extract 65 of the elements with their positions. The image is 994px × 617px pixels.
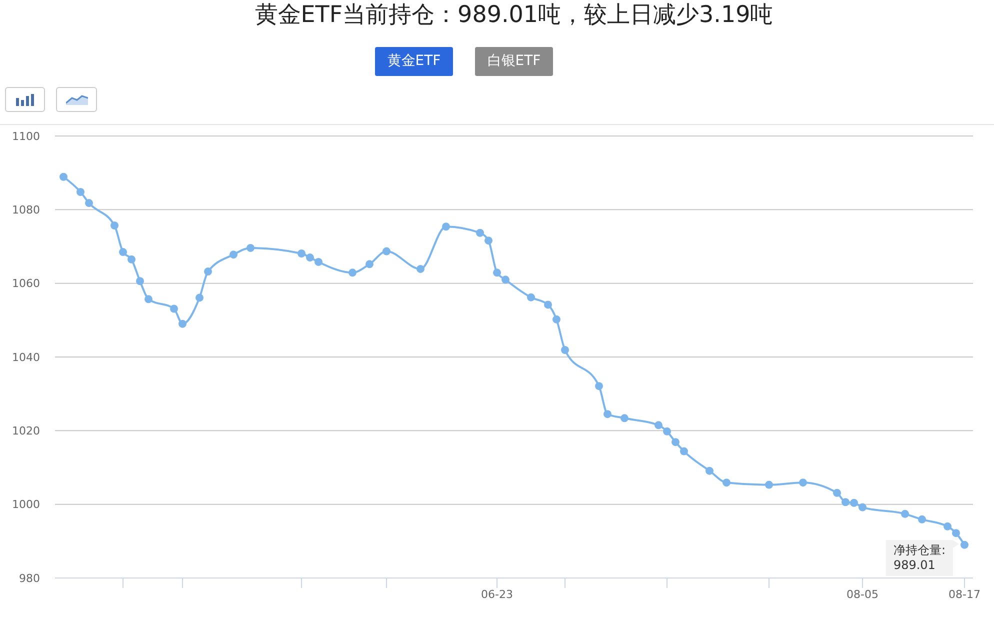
point [416,264,424,273]
point [196,294,204,302]
point [527,293,535,302]
point [833,488,841,497]
point [552,315,560,324]
point [76,188,84,196]
point [604,410,612,418]
x-tick-label: 08-17 [948,588,980,601]
point [178,320,186,328]
point [722,478,730,487]
point [944,522,952,530]
point [654,421,662,430]
point [620,414,628,422]
point [842,498,850,506]
point [298,250,306,258]
point [799,478,807,487]
tooltip: 净持仓量: 989.01 [886,540,958,576]
chart-title: 黄金ETF当前持仓：989.01吨，较上日减少3.19吨 [254,1,774,30]
y-tick-label: 1100 [12,130,40,143]
point [960,540,968,549]
y-tick-label: 1060 [12,277,40,290]
point [144,295,152,304]
point [366,260,374,268]
y-tick-label: 1000 [12,498,40,512]
point [136,277,144,286]
point [382,247,390,256]
point [544,300,552,309]
y-tick-label: 1020 [12,424,40,438]
point [348,268,356,277]
point [314,258,322,266]
point [484,236,492,245]
tab-button: 黄金ETF [375,47,453,76]
point [595,382,603,390]
point [119,248,127,256]
point [204,268,212,276]
point [706,466,714,475]
y-tick-label: 1080 [12,204,40,217]
point [128,255,136,264]
point [663,427,671,436]
x-tick-label: 06-23 [481,588,513,601]
point [765,480,773,489]
point [85,199,93,208]
point [952,529,960,538]
point [918,515,926,524]
point [170,304,178,313]
point [502,276,510,284]
point [901,510,909,518]
x-tick-label: 08-05 [846,588,878,601]
point [230,250,238,259]
point [850,498,858,507]
point [246,244,254,252]
point [60,172,68,181]
point [306,254,314,262]
point [110,222,118,230]
tab-button: 白银ETF [475,47,553,76]
point [476,228,484,237]
point [672,438,680,446]
point [561,346,569,354]
point [493,268,501,277]
point [858,503,866,512]
point [680,447,688,456]
y-tick-label: 1040 [12,350,40,364]
point [442,222,450,231]
annotation: 净持仓量: 989.01 [893,542,946,573]
y-tick-label: 980 [19,572,40,585]
